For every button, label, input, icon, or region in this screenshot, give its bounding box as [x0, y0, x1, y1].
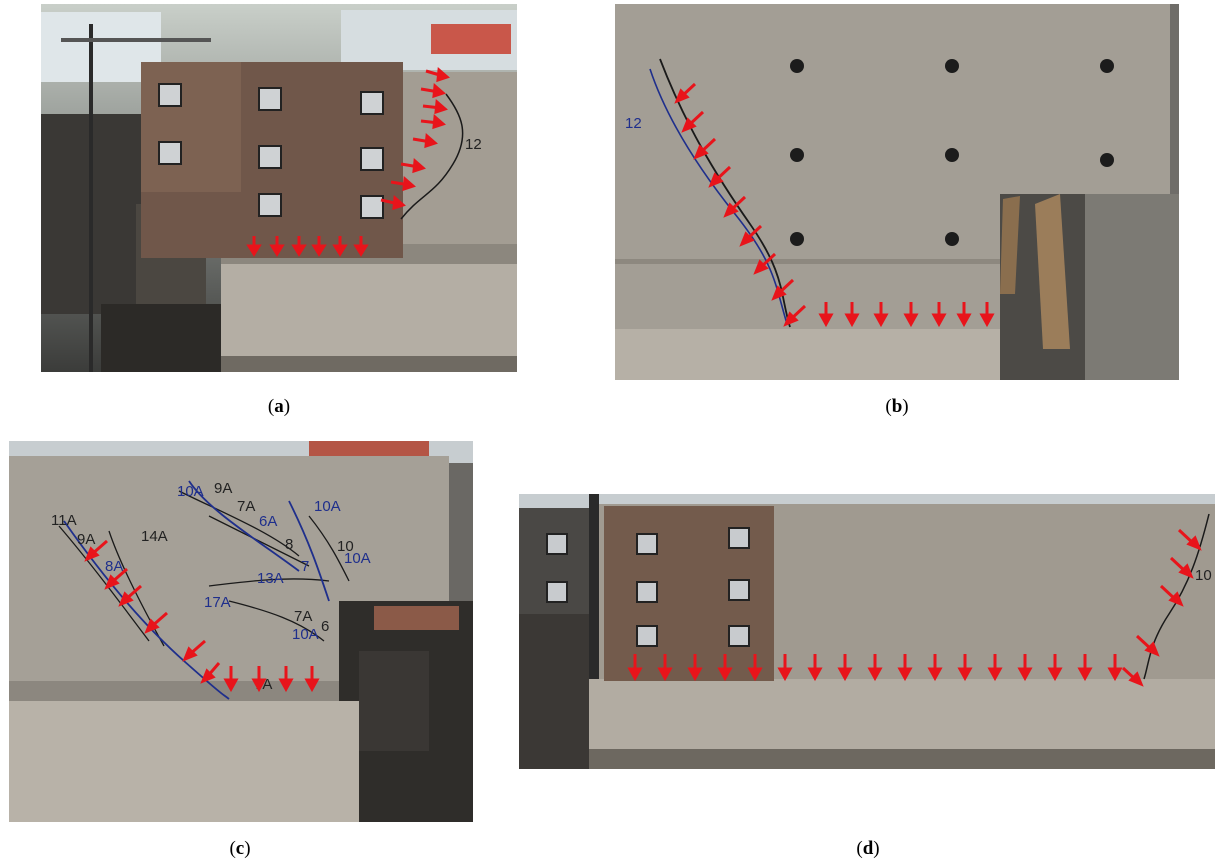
crack-label-c-1: 11A [51, 512, 77, 529]
crack-label-c-5: 10A [177, 483, 204, 500]
photo-panel-a: 12 [41, 4, 517, 372]
crack-label-a: 12 [465, 136, 482, 153]
photo-b-illustration: 12 [615, 4, 1179, 380]
crack-label-c-10: 8 [285, 536, 293, 553]
crack-label-c-3: 8A [105, 558, 123, 575]
crack-label-d: 10 [1195, 567, 1212, 584]
crack-label-c-4: 14A [141, 528, 168, 545]
crack-label-c-17: 6 [321, 618, 329, 635]
crack-label-c-18: 10A [344, 550, 371, 567]
caption-c: (c) [229, 838, 251, 859]
photo-panel-b: 12 [615, 4, 1179, 380]
crack-label-c-9: 10A [314, 498, 341, 515]
caption-a: (a) [267, 396, 291, 417]
crack-label-c-14: 17A [204, 594, 231, 611]
crack-label-c-2: 9A [77, 531, 95, 548]
crack-label-c-13: 7 [301, 558, 309, 575]
crack-label-c-16: 7A [294, 608, 312, 625]
caption-b: (b) [885, 396, 909, 417]
photo-c-illustration: 11A 9A 8A 14A 10A 9A 7A 6A 10A 8 10 13A … [9, 441, 473, 822]
vertical-arrows-d [627, 654, 1123, 682]
crack-label-c-6: 9A [214, 480, 232, 497]
crack-label-c-15: 10A [292, 626, 319, 643]
photo-panel-c: 11A 9A 8A 14A 10A 9A 7A 6A 10A 8 10 13A … [9, 441, 473, 822]
photo-d-illustration: 10 [519, 494, 1215, 769]
crack-label-c-8: 6A [259, 513, 277, 530]
crack-label-c-12: 13A [257, 570, 284, 587]
photo-panel-d: 10 [519, 494, 1215, 769]
photo-a-illustration: 12 [41, 4, 517, 372]
crack-label-b: 12 [625, 115, 642, 132]
crack-label-c-11: 10 [337, 538, 354, 555]
crack-label-c-7: 7A [237, 498, 255, 515]
caption-d: (d) [856, 838, 880, 859]
